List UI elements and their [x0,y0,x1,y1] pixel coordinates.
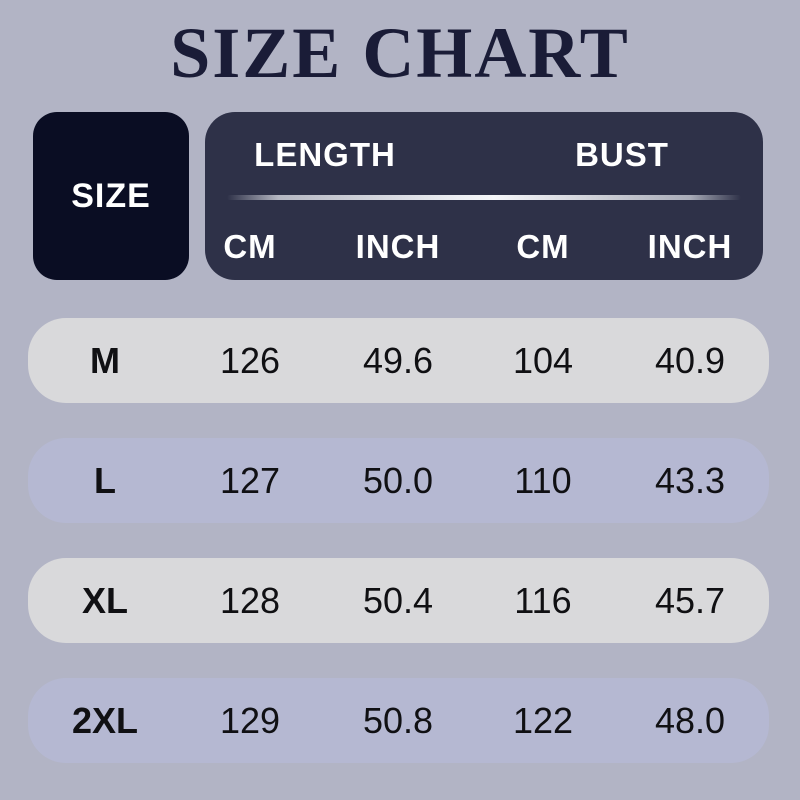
bust-inch-header: INCH [647,228,733,265]
measurement-header-box: LENGTH BUST CM INCH CM INCH [205,112,763,280]
bust-inch-value: 48.0 [654,699,726,741]
length-inch-value: 50.0 [362,459,434,501]
length-inch-header: INCH [355,228,441,265]
page-title: SIZE CHART [170,13,630,93]
size-label: XL [81,579,129,621]
size-header-box: SIZE [33,112,189,280]
bust-cm-value: 122 [512,699,574,741]
bust-group-label: BUST [575,136,669,173]
size-header-label: SIZE [71,176,151,215]
header-divider [227,195,741,200]
length-inch-value: 49.6 [362,339,434,381]
length-group-label: LENGTH [254,136,396,173]
bust-inch-value: 45.7 [654,579,726,621]
length-cm-value: 126 [219,339,281,381]
length-cm-value: 127 [219,459,281,501]
length-inch-value: 50.4 [362,579,434,621]
table-row-2xl: 2XL 129 50.8 122 48.0 [28,678,769,763]
bust-cm-header: CM [516,228,570,265]
table-row-m: M 126 49.6 104 40.9 [28,318,769,403]
length-cm-value: 129 [219,699,281,741]
size-label: 2XL [71,699,139,741]
length-cm-value: 128 [219,579,281,621]
length-cm-header: CM [223,228,277,265]
bust-cm-value: 104 [512,339,574,381]
bust-inch-value: 43.3 [654,459,726,501]
bust-cm-value: 116 [514,579,572,621]
bust-cm-value: 110 [514,459,572,501]
table-row-xl: XL 128 50.4 116 45.7 [28,558,769,643]
size-label: M [90,339,120,381]
bust-inch-value: 40.9 [654,339,726,381]
length-inch-value: 50.8 [362,699,434,741]
table-row-l: L 127 50.0 110 43.3 [28,438,769,523]
size-label: L [94,459,116,501]
